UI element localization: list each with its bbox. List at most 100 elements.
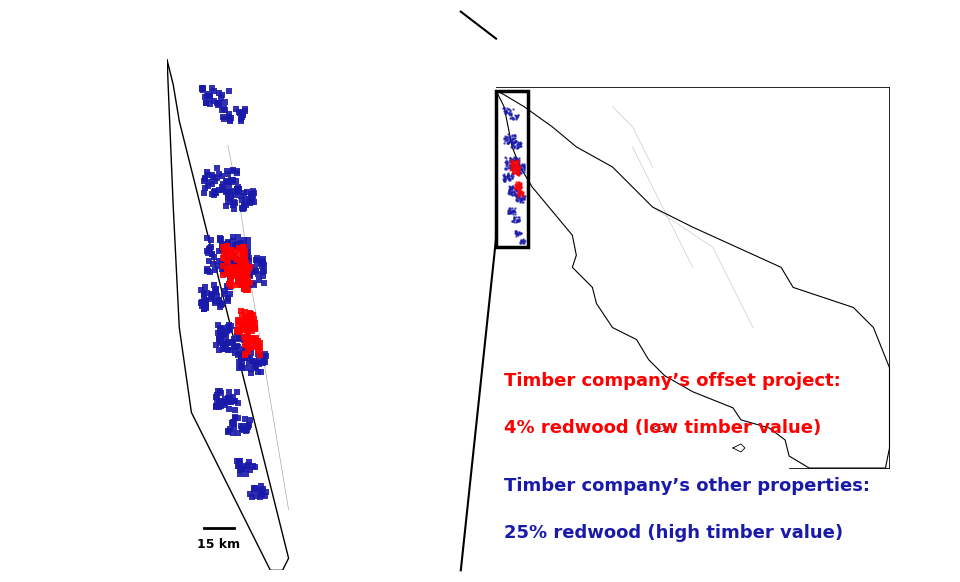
- Point: [504, 159, 519, 169]
- Point: [213, 396, 228, 406]
- Point: [512, 165, 527, 175]
- Point: [204, 179, 220, 189]
- Point: [509, 186, 524, 196]
- Point: [215, 244, 230, 254]
- Point: [228, 241, 243, 250]
- Point: [232, 317, 248, 326]
- Point: [233, 464, 249, 473]
- Point: [508, 167, 523, 176]
- Point: [503, 163, 518, 172]
- Point: [501, 186, 516, 196]
- Point: [508, 189, 523, 198]
- Point: [233, 260, 249, 269]
- Point: [506, 164, 521, 173]
- Point: [509, 192, 524, 201]
- Point: [225, 245, 240, 254]
- Point: [513, 228, 528, 237]
- Point: [210, 262, 226, 271]
- Point: [222, 86, 237, 95]
- Point: [215, 253, 230, 262]
- Point: [214, 185, 229, 194]
- Point: [222, 257, 237, 266]
- Point: [515, 189, 530, 198]
- Point: [235, 275, 251, 284]
- Point: [505, 217, 520, 226]
- Point: [510, 153, 525, 162]
- Point: [511, 166, 526, 175]
- Point: [237, 105, 252, 114]
- Point: [512, 161, 527, 170]
- Point: [510, 179, 525, 189]
- Point: [223, 326, 238, 335]
- Point: [503, 155, 518, 164]
- Point: [232, 325, 248, 335]
- Point: [509, 229, 524, 239]
- Point: [237, 265, 252, 274]
- Point: [241, 313, 256, 322]
- Point: [236, 273, 252, 282]
- Point: [224, 177, 239, 186]
- Point: [226, 175, 241, 184]
- Point: [247, 314, 262, 324]
- Point: [511, 165, 526, 175]
- Point: [199, 98, 214, 108]
- Point: [507, 160, 522, 169]
- Point: [252, 338, 268, 347]
- Point: [243, 262, 258, 272]
- Point: [248, 266, 263, 275]
- Point: [206, 187, 222, 196]
- Point: [244, 193, 259, 202]
- Point: [510, 166, 525, 176]
- Point: [204, 189, 220, 198]
- Point: [218, 249, 233, 258]
- Point: [230, 398, 246, 407]
- Point: [507, 164, 522, 173]
- Point: [234, 203, 250, 212]
- Point: [510, 168, 525, 178]
- Point: [513, 187, 528, 196]
- Point: [510, 177, 525, 186]
- Point: [507, 183, 522, 193]
- Point: [228, 405, 243, 414]
- Point: [226, 393, 241, 402]
- Point: [204, 249, 219, 258]
- Point: [231, 317, 247, 326]
- Point: [215, 90, 230, 100]
- Point: [501, 172, 516, 181]
- Point: [255, 268, 271, 277]
- Point: [504, 158, 519, 167]
- Point: [238, 258, 253, 267]
- Point: [510, 165, 525, 174]
- Point: [248, 484, 263, 493]
- Point: [504, 186, 519, 195]
- Point: [514, 238, 529, 247]
- Point: [222, 275, 237, 284]
- Point: [233, 244, 249, 254]
- Point: [504, 206, 519, 215]
- Point: [223, 270, 238, 279]
- Point: [500, 209, 516, 218]
- Point: [506, 164, 521, 173]
- Point: [243, 489, 258, 499]
- Point: [241, 263, 256, 272]
- Point: [241, 320, 256, 329]
- Point: [221, 169, 236, 179]
- Point: [231, 246, 247, 255]
- Point: [251, 346, 266, 356]
- Point: [242, 333, 257, 343]
- Point: [509, 183, 524, 192]
- Point: [235, 424, 251, 434]
- Point: [516, 237, 531, 246]
- Point: [507, 155, 522, 164]
- Point: [504, 164, 519, 173]
- Point: [512, 179, 527, 188]
- Point: [505, 114, 520, 123]
- Point: [515, 188, 530, 197]
- Point: [196, 293, 211, 303]
- Point: [221, 109, 236, 119]
- Point: [257, 357, 273, 367]
- Point: [516, 159, 532, 169]
- Point: [229, 326, 245, 335]
- Point: [218, 395, 233, 404]
- Point: [225, 264, 240, 273]
